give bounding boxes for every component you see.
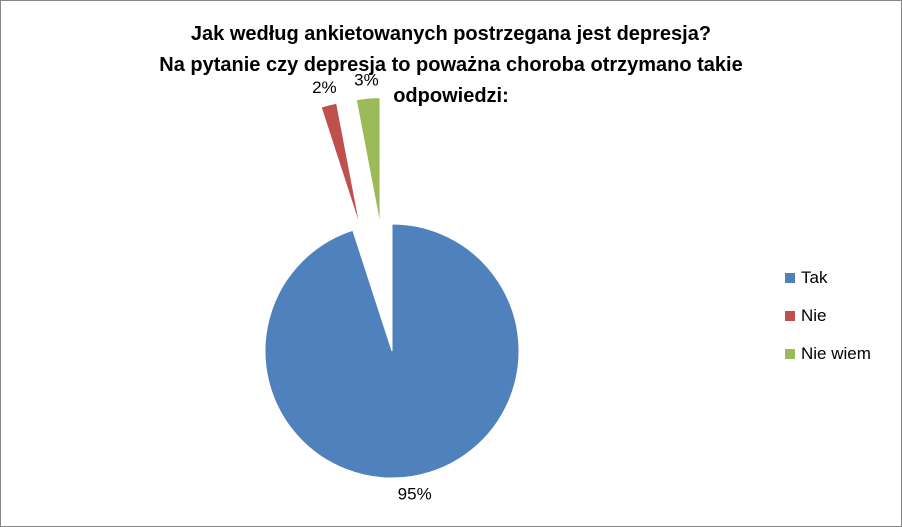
legend-label-nie: Nie (801, 305, 827, 325)
pie-slice-nie-wiem (355, 97, 381, 225)
legend-swatch-tak (785, 272, 795, 283)
pie-slice-tak (264, 223, 520, 479)
legend-label-tak: Tak (801, 267, 828, 287)
legend-item-tak: Tak (785, 268, 871, 287)
chart-title-line-3: odpowiedzi: (393, 85, 509, 107)
legend-item-nie: Nie (785, 306, 871, 325)
data-label-nie: 2% (312, 78, 337, 97)
legend: Tak Nie Nie wiem (785, 268, 871, 382)
chart-title-line-1: Jak według ankietowanych postrzegana jes… (190, 23, 712, 45)
chart-title: Jak według ankietowanych postrzegana jes… (1, 19, 901, 112)
legend-item-nie-wiem: Nie wiem (785, 344, 871, 363)
data-label-tak: 95% (398, 485, 432, 504)
legend-swatch-nie (785, 310, 795, 321)
data-label-nie-wiem: 3% (354, 71, 379, 90)
chart-title-line-2: Na pytanie czy depresja to poważna choro… (159, 54, 743, 76)
legend-label-nie-wiem: Nie wiem (801, 343, 871, 363)
legend-swatch-nie-wiem (785, 348, 795, 359)
pie-slice-nie (320, 102, 361, 229)
